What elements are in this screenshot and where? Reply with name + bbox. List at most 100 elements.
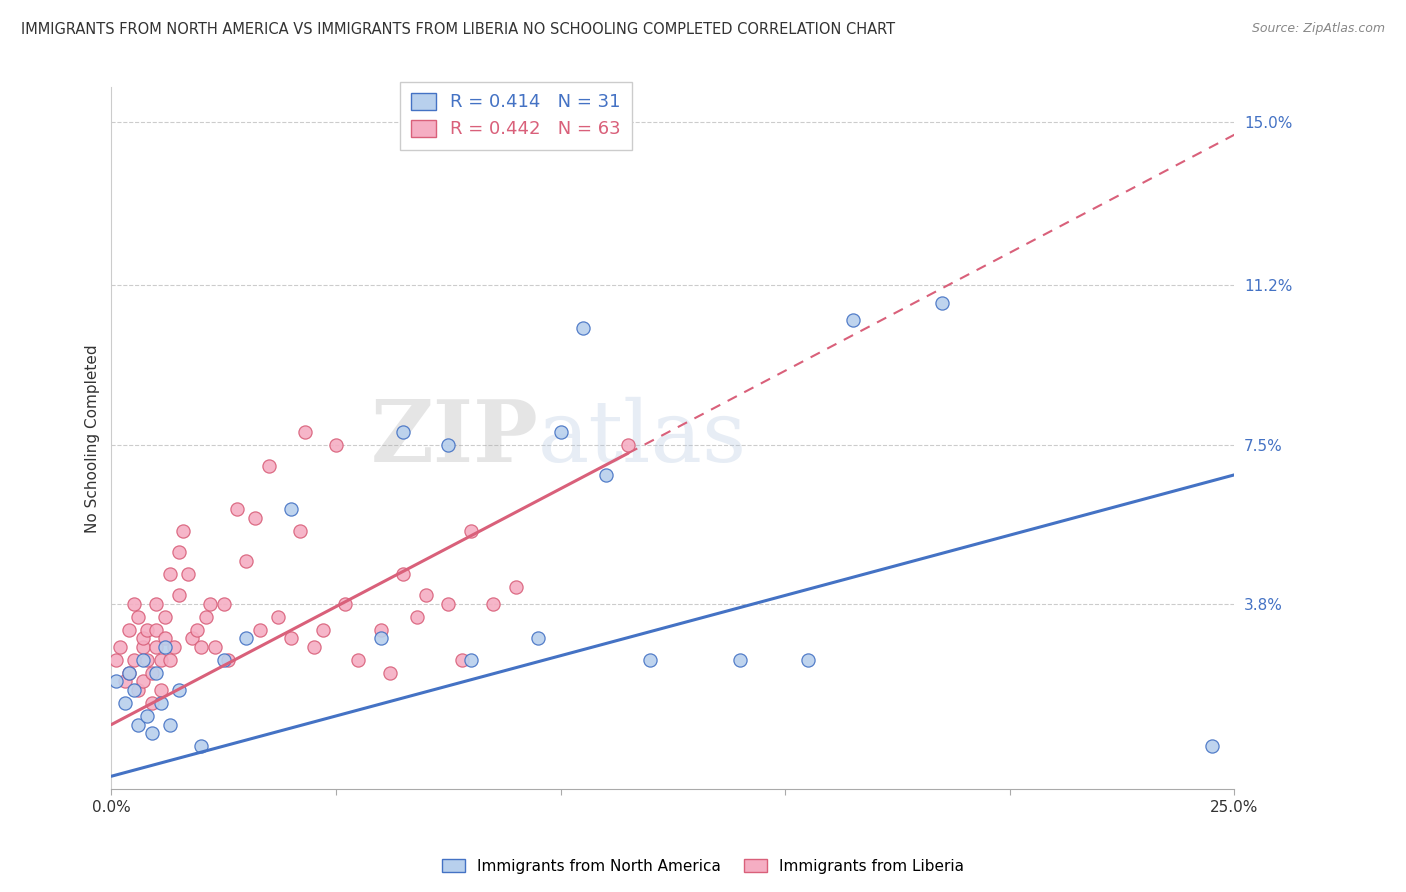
Point <box>155 640 177 654</box>
Point <box>118 665 141 680</box>
Point <box>406 610 429 624</box>
Point <box>132 653 155 667</box>
Point <box>145 665 167 680</box>
Point <box>931 295 953 310</box>
Point <box>104 674 127 689</box>
Point <box>159 653 181 667</box>
Text: atlas: atlas <box>538 397 748 480</box>
Point <box>110 640 132 654</box>
Point <box>294 425 316 439</box>
Point <box>122 597 145 611</box>
Point <box>730 653 752 667</box>
Text: IMMIGRANTS FROM NORTH AMERICA VS IMMIGRANTS FROM LIBERIA NO SCHOOLING COMPLETED : IMMIGRANTS FROM NORTH AMERICA VS IMMIGRA… <box>21 22 896 37</box>
Point <box>186 623 208 637</box>
Point <box>141 665 163 680</box>
Point <box>249 623 271 637</box>
Point <box>370 623 392 637</box>
Point <box>437 438 460 452</box>
Point <box>527 632 550 646</box>
Point <box>155 632 177 646</box>
Point <box>325 438 347 452</box>
Point <box>347 653 370 667</box>
Point <box>460 524 482 538</box>
Point <box>122 653 145 667</box>
Point <box>136 653 159 667</box>
Point <box>595 467 617 482</box>
Legend: Immigrants from North America, Immigrants from Liberia: Immigrants from North America, Immigrant… <box>436 853 970 880</box>
Point <box>243 511 266 525</box>
Point <box>163 640 186 654</box>
Point <box>149 696 172 710</box>
Point <box>280 502 302 516</box>
Point <box>392 425 415 439</box>
Point <box>141 696 163 710</box>
Point <box>212 653 235 667</box>
Point <box>550 425 572 439</box>
Point <box>118 665 141 680</box>
Point <box>212 597 235 611</box>
Point <box>167 588 190 602</box>
Point <box>122 683 145 698</box>
Point <box>437 597 460 611</box>
Point <box>1201 739 1223 753</box>
Point <box>149 683 172 698</box>
Point <box>257 459 280 474</box>
Point <box>617 438 640 452</box>
Point <box>392 566 415 581</box>
Point <box>333 597 356 611</box>
Point <box>141 726 163 740</box>
Point <box>460 653 482 667</box>
Point <box>235 632 257 646</box>
Point <box>450 653 472 667</box>
Point <box>190 739 212 753</box>
Point <box>572 321 595 335</box>
Point <box>118 623 141 637</box>
Point <box>505 580 527 594</box>
Point <box>266 610 288 624</box>
Point <box>159 717 181 731</box>
Point <box>149 653 172 667</box>
Point <box>167 545 190 559</box>
Point <box>132 632 155 646</box>
Point <box>127 610 149 624</box>
Point <box>155 610 177 624</box>
Point <box>194 610 217 624</box>
Point <box>136 623 159 637</box>
Point <box>640 653 662 667</box>
Legend: R = 0.414   N = 31, R = 0.442   N = 63: R = 0.414 N = 31, R = 0.442 N = 63 <box>399 81 631 150</box>
Point <box>841 313 863 327</box>
Point <box>288 524 311 538</box>
Point <box>167 683 190 698</box>
Point <box>204 640 226 654</box>
Point <box>114 674 136 689</box>
Point <box>370 632 392 646</box>
Point <box>114 696 136 710</box>
Point <box>172 524 194 538</box>
Point <box>482 597 505 611</box>
Point <box>145 597 167 611</box>
Point <box>127 717 149 731</box>
Point <box>145 640 167 654</box>
Point <box>302 640 325 654</box>
Point <box>132 640 155 654</box>
Point <box>190 640 212 654</box>
Point <box>104 653 127 667</box>
Point <box>235 554 257 568</box>
Text: ZIP: ZIP <box>370 396 538 480</box>
Point <box>136 709 159 723</box>
Point <box>159 566 181 581</box>
Point <box>177 566 200 581</box>
Point <box>415 588 437 602</box>
Point <box>311 623 333 637</box>
Point <box>226 502 249 516</box>
Point <box>145 623 167 637</box>
Point <box>181 632 204 646</box>
Point <box>132 674 155 689</box>
Point <box>217 653 239 667</box>
Y-axis label: No Schooling Completed: No Schooling Completed <box>86 344 100 533</box>
Point <box>378 665 401 680</box>
Text: Source: ZipAtlas.com: Source: ZipAtlas.com <box>1251 22 1385 36</box>
Point <box>796 653 818 667</box>
Point <box>127 683 149 698</box>
Point <box>280 632 302 646</box>
